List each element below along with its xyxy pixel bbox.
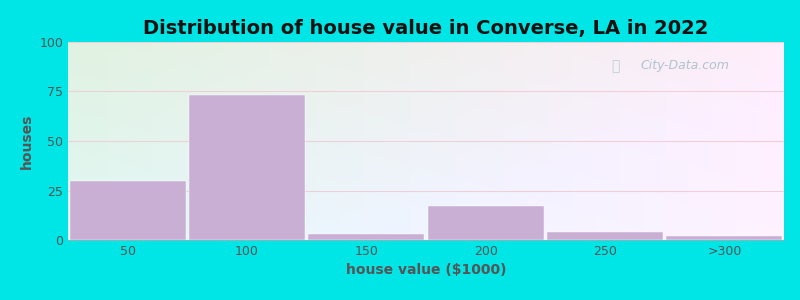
Text: City-Data.com: City-Data.com [641,59,730,72]
Bar [428,206,543,240]
Bar [189,95,305,240]
Bar [547,232,663,240]
Text: 🔍: 🔍 [611,59,620,73]
Bar [70,181,186,240]
Y-axis label: houses: houses [20,113,34,169]
Bar [309,234,424,240]
X-axis label: house value ($1000): house value ($1000) [346,263,506,278]
Bar [666,236,782,240]
Title: Distribution of house value in Converse, LA in 2022: Distribution of house value in Converse,… [143,19,709,38]
